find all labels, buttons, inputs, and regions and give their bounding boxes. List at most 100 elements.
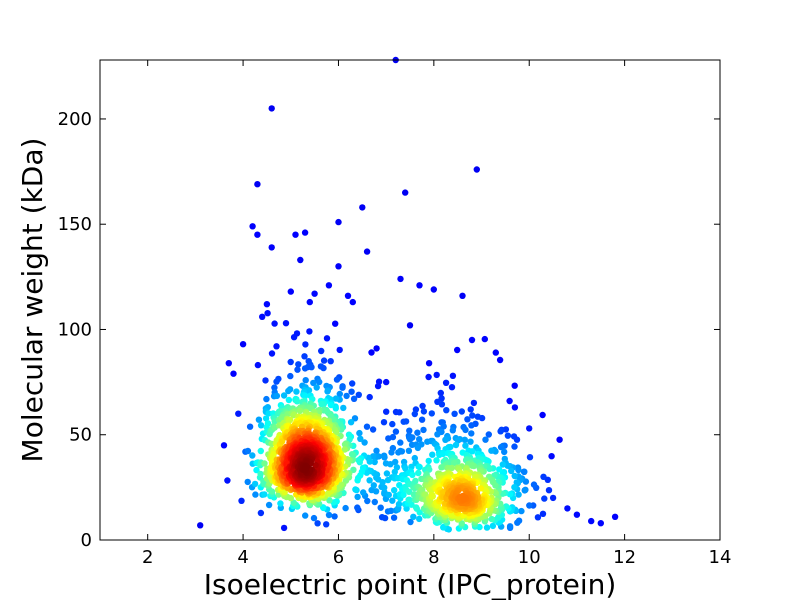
data-point — [325, 511, 333, 519]
data-point — [249, 452, 256, 459]
data-point — [416, 436, 423, 443]
data-point — [292, 231, 299, 238]
data-point — [387, 461, 394, 468]
data-point — [318, 347, 325, 355]
data-point — [481, 335, 488, 343]
data-point — [261, 460, 268, 467]
data-point — [443, 407, 450, 414]
scatter-points — [197, 56, 619, 533]
data-point — [437, 389, 444, 397]
data-point — [405, 488, 413, 495]
data-point — [388, 449, 395, 456]
data-point — [497, 428, 504, 435]
data-point — [468, 430, 475, 437]
data-point — [496, 356, 504, 364]
data-point — [332, 405, 339, 412]
data-point — [363, 423, 371, 430]
data-point — [293, 388, 300, 395]
data-point — [415, 469, 422, 477]
data-point — [495, 514, 502, 521]
data-point — [301, 353, 308, 360]
x-tick-label: 6 — [333, 547, 344, 568]
data-point — [425, 360, 433, 367]
data-point — [280, 524, 288, 532]
data-point — [325, 282, 333, 289]
data-point — [518, 507, 525, 515]
data-point — [273, 392, 281, 400]
data-point — [419, 402, 426, 410]
data-point — [377, 504, 384, 511]
data-point — [496, 466, 503, 473]
data-point — [271, 320, 278, 327]
data-point — [483, 524, 491, 531]
data-point — [511, 404, 519, 411]
data-point — [318, 400, 325, 408]
data-point — [611, 513, 619, 520]
data-point — [442, 436, 449, 443]
data-point — [220, 442, 228, 449]
data-point — [504, 432, 512, 439]
data-point — [263, 301, 271, 308]
data-point — [366, 458, 373, 465]
data-point — [333, 376, 341, 383]
data-point — [467, 406, 474, 413]
data-point — [254, 181, 261, 188]
data-point — [308, 364, 315, 371]
data-point — [290, 499, 297, 506]
data-point — [287, 358, 294, 366]
data-point — [468, 336, 476, 344]
data-point — [526, 454, 534, 461]
data-point — [253, 466, 260, 474]
data-point — [412, 504, 420, 511]
data-point — [311, 290, 318, 297]
data-point — [462, 442, 469, 449]
data-point — [340, 404, 347, 412]
data-point — [515, 491, 522, 498]
data-point — [499, 461, 506, 468]
data-point — [197, 522, 204, 529]
data-point — [355, 474, 362, 482]
data-point — [400, 491, 407, 499]
data-point — [259, 313, 266, 320]
data-point — [548, 453, 555, 460]
data-point — [513, 479, 520, 486]
data-point — [264, 310, 271, 317]
data-point — [418, 416, 426, 423]
data-point — [257, 422, 265, 429]
data-point — [387, 507, 395, 514]
data-point — [301, 229, 309, 236]
data-point — [534, 514, 542, 521]
data-point — [310, 514, 318, 522]
data-point — [244, 478, 251, 486]
data-point — [356, 429, 363, 437]
data-point — [597, 520, 604, 527]
data-point — [297, 256, 304, 264]
data-point — [402, 418, 410, 425]
data-point — [556, 436, 563, 443]
data-point — [262, 415, 270, 422]
data-point — [420, 426, 427, 434]
data-point — [268, 488, 276, 495]
data-point — [405, 447, 413, 454]
data-point — [439, 450, 447, 458]
data-point — [488, 515, 495, 523]
data-point — [271, 384, 278, 391]
data-point — [370, 453, 377, 460]
data-point — [406, 496, 413, 503]
data-point — [506, 397, 513, 405]
data-point — [425, 373, 432, 381]
data-point — [407, 518, 414, 526]
data-point — [520, 468, 528, 475]
data-point — [324, 388, 331, 395]
data-point — [280, 392, 288, 399]
x-tick-label: 12 — [613, 547, 636, 568]
data-point — [464, 416, 471, 423]
data-point — [273, 378, 280, 385]
data-point — [326, 497, 333, 504]
data-point — [238, 497, 245, 504]
data-point — [225, 360, 232, 367]
data-point — [526, 425, 533, 432]
data-point — [430, 286, 437, 293]
data-point — [337, 481, 345, 488]
data-point — [406, 427, 413, 434]
